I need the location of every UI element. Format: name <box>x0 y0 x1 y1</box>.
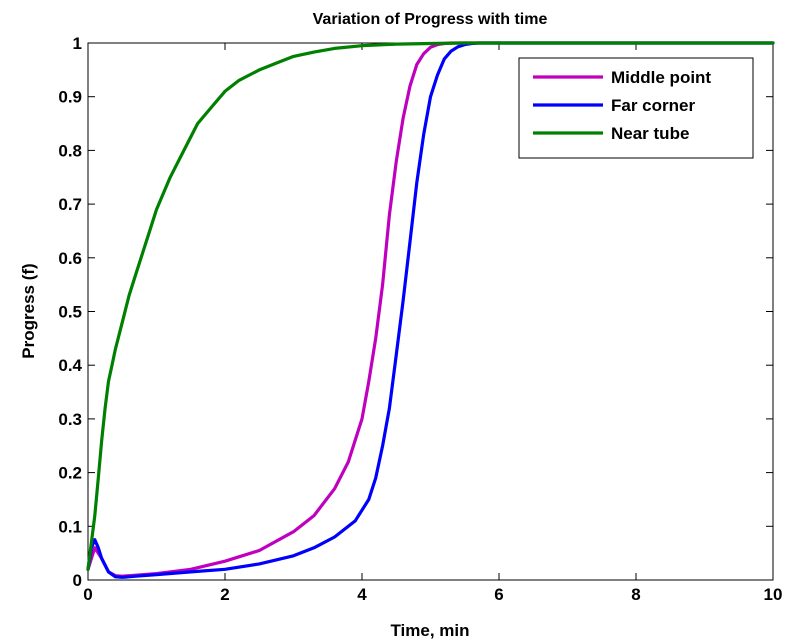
legend: Middle point Far corner Near tube <box>518 57 754 159</box>
y-tick-label: 1 <box>73 34 82 53</box>
x-tick-label: 8 <box>631 585 640 604</box>
legend-box <box>518 57 754 159</box>
y-tick-label: 0 <box>73 571 82 590</box>
x-tick-label: 10 <box>764 585 783 604</box>
x-axis-title: Time, min <box>390 621 469 640</box>
x-tick-label: 2 <box>220 585 229 604</box>
legend-label: Middle point <box>611 68 711 87</box>
y-tick-label: 0.7 <box>58 195 82 214</box>
legend-label: Far corner <box>611 96 695 115</box>
x-tick-label: 4 <box>357 585 367 604</box>
y-axis-title: Progress (f) <box>19 263 38 358</box>
y-tick-label: 0.6 <box>58 249 82 268</box>
series-lines <box>86 41 775 579</box>
y-tick-label: 0.5 <box>58 303 82 322</box>
y-tick-label: 0.4 <box>58 356 82 375</box>
legend-label: Near tube <box>611 124 689 143</box>
y-tick-label: 0.1 <box>58 517 82 536</box>
x-tick-label: 6 <box>494 585 503 604</box>
y-tick-label: 0.8 <box>58 141 82 160</box>
chart-title: Variation of Progress with time <box>313 11 548 28</box>
y-tick-label: 0.2 <box>58 464 82 483</box>
series-line-near-tube <box>86 41 775 571</box>
x-tick-label: 0 <box>83 585 92 604</box>
y-tick-label: 0.3 <box>58 410 82 429</box>
y-tick-label: 0.9 <box>58 88 82 107</box>
